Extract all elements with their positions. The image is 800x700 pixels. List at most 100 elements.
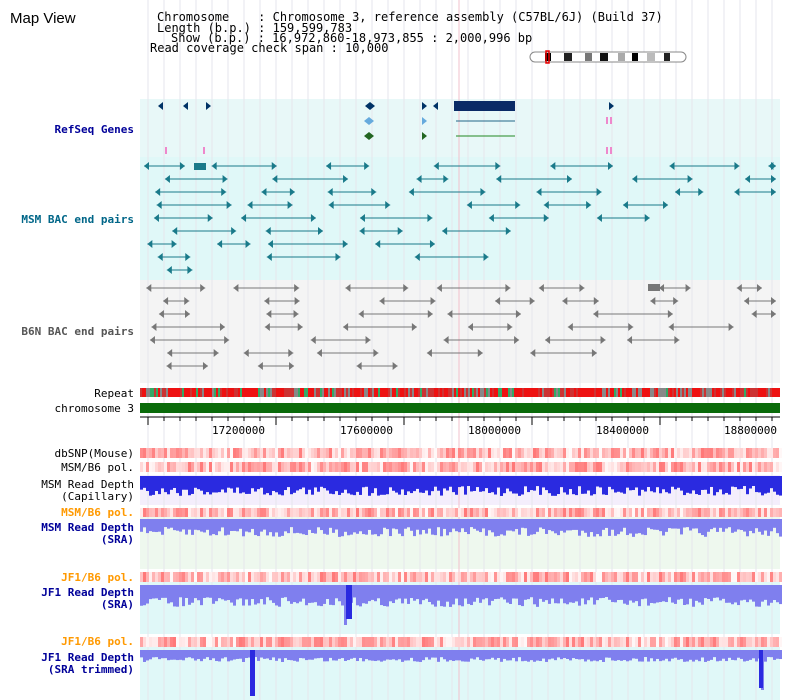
jf1-depth-sra-bar [263, 585, 266, 605]
jf1-depth-sra-bar [725, 585, 728, 603]
msm-depth-capillary-bar [320, 476, 323, 487]
repeat-element [222, 388, 224, 397]
jf1-depth-trimmed-bar [617, 650, 620, 661]
jf1-depth-trimmed-bar [482, 650, 485, 661]
msm-b6-pol-heat-cell [287, 462, 290, 472]
msm-b6-pol-heat-cell [284, 462, 287, 472]
msm-depth-capillary-bar [299, 476, 302, 490]
repeat-element [206, 388, 208, 397]
msm-b6-pol-heat-cell [743, 508, 746, 517]
msm-b6-pol-heat-cell [554, 508, 557, 517]
jf1-depth-trimmed-bar [152, 650, 155, 658]
msm-bac-pair-end [586, 201, 592, 209]
b6n-bac-pair-end [591, 349, 597, 357]
msm-bac-pair-end [265, 227, 271, 235]
b6n-bac-pair-end [243, 349, 249, 357]
jf1-depth-sra-bar [698, 585, 701, 603]
msm-depth-sra-bar [710, 519, 713, 530]
msm-depth-capillary-bar [254, 476, 257, 492]
jf1-b6-pol-heat-cell [614, 572, 617, 582]
b6n-bac-pair-end [529, 297, 535, 305]
msm-b6-pol-heat-cell [647, 508, 650, 517]
msm-depth-capillary-bar [641, 476, 644, 490]
ruler-tick-label: 17600000 [340, 424, 393, 437]
header-chromosome-value: Chromosome 3, reference assembly (C57BL/… [272, 10, 663, 24]
msm-b6-pol-heat-cell [254, 462, 257, 472]
track-label-b6n-bac[interactable]: B6N BAC end pairs [21, 325, 134, 338]
jf1-b6-pol-heat-cell [626, 572, 629, 582]
msm-depth-sra-bar [587, 519, 590, 537]
msm-depth-capillary-bar [506, 476, 509, 489]
jf1-depth-trimmed-bar [413, 650, 416, 662]
jf1-depth-sra-bar [161, 585, 164, 598]
repeat-element [156, 388, 158, 397]
msm-depth-sra-bar [302, 519, 305, 535]
msm-b6-pol-heat-cell [671, 462, 674, 472]
jf1-b6-pol-heat-cell [575, 572, 578, 582]
track-label-msm-bac[interactable]: MSM BAC end pairs [21, 213, 134, 226]
msm-b6-pol-heat-cell [416, 462, 419, 472]
msm-b6-pol-heat-cell [350, 508, 353, 517]
msm-b6-pol-heat-cell [425, 508, 428, 517]
msm-b6-pol-heat-cell [596, 508, 599, 517]
repeat-element [532, 388, 534, 397]
msm-depth-sra-bar [656, 519, 659, 530]
dbsnp-heat-cell [170, 448, 173, 458]
msm-bac-pair-end [289, 188, 295, 196]
repeat-element [520, 388, 522, 397]
msm-b6-pol-heat-cell [188, 462, 191, 472]
jf1-depth-trimmed-bar [287, 650, 290, 660]
dbsnp-heat-cell [179, 448, 182, 458]
jf1-depth-trimmed-bar [317, 650, 320, 659]
jf1-b6-pol-heat-cell [509, 572, 512, 582]
jf1-depth-trimmed-bar [707, 650, 710, 661]
msm-b6-pol-heat-cell [677, 508, 680, 517]
jf1-b6-pol-heat-cell [470, 637, 473, 647]
dbsnp-heat-cell [506, 448, 509, 458]
msm-depth-sra-bar [185, 519, 188, 535]
jf1-b6-pol-heat-cell [317, 637, 320, 647]
jf1-depth-trimmed-bar [410, 650, 413, 658]
jf1-depth-trimmed-bar [230, 650, 233, 661]
msm-depth-sra-bar [389, 519, 392, 537]
repeat-element [580, 388, 582, 397]
track-label-refseq-genes[interactable]: RefSeq Genes [54, 123, 134, 136]
jf1-depth-trimmed-bar [425, 650, 428, 658]
dbsnp-heat-cell [578, 448, 581, 458]
msm-depth-sra-bar [491, 519, 494, 533]
jf1-depth-sra-bar [635, 585, 638, 602]
msm-depth-capillary-bar [419, 476, 422, 493]
msm-depth-capillary-bar [263, 476, 266, 495]
msm-depth-capillary-bar [605, 476, 608, 495]
msm-b6-pol-heat-cell [524, 508, 527, 517]
refseq-transcript [364, 132, 369, 140]
jf1-depth-sra-bar [317, 585, 320, 606]
msm-depth-sra-bar [362, 519, 365, 535]
msm-b6-pol-heat-cell [263, 462, 266, 472]
repeat-element [452, 388, 454, 397]
msm-depth-capillary-bar [371, 476, 374, 494]
jf1-depth-trimmed-bar [194, 650, 197, 661]
msm-b6-pol-heat-cell [506, 508, 509, 517]
msm-depth-capillary-bar [761, 476, 764, 496]
jf1-b6-pol-heat-cell [560, 572, 563, 582]
repeat-element [440, 388, 442, 397]
repeat-element [714, 388, 716, 397]
jf1-depth-sra-bar [425, 585, 428, 599]
msm-depth-sra-bar [347, 519, 350, 536]
msm-b6-pol-heat-cell [302, 462, 305, 472]
jf1-b6-pol-heat-cell [242, 637, 245, 647]
repeat-element [712, 388, 714, 397]
msm-depth-sra-bar [422, 519, 425, 530]
repeat-element [740, 388, 742, 397]
jf1-b6-pol-heat-cell [578, 572, 581, 582]
jf1-b6-pol-heat-cell [530, 637, 533, 647]
repeat-element [776, 388, 778, 397]
repeat-element [240, 388, 242, 397]
repeat-element [190, 388, 192, 397]
msm-depth-sra-bar [146, 519, 149, 534]
dbsnp-heat-cell [197, 448, 200, 458]
b6n-bac-pair-end [579, 284, 585, 292]
jf1-b6-pol-heat-cell [233, 572, 236, 582]
jf1-b6-pol-heat-cell [689, 572, 692, 582]
